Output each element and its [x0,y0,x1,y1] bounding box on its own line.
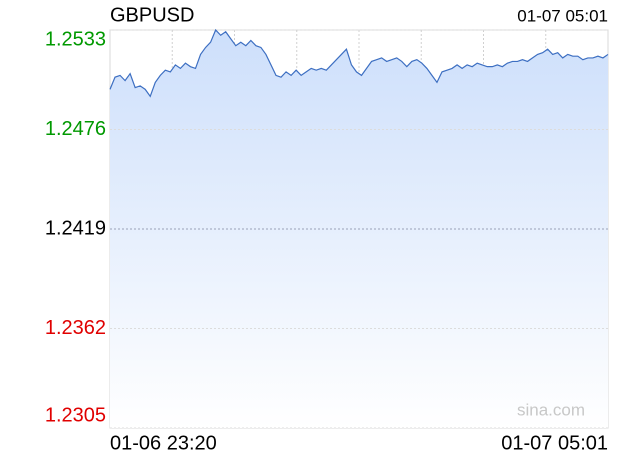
y-tick-label: 1.2305 [45,404,106,426]
line [109,28,609,98]
x-tick-label: 01-07 05:01 [501,432,608,454]
y-tick-label: 1.2362 [45,317,106,339]
watermark: sina.com [517,400,585,419]
x-tick-label: 01-06 23:20 [110,432,217,454]
timestamp: 01-07 05:01 [517,6,608,25]
y-tick-label: 1.2419 [45,217,106,239]
y-tick-label: 1.2476 [45,118,106,140]
chart-title: GBPUSD [110,4,194,26]
y-tick-label: 1.2533 [45,28,106,50]
